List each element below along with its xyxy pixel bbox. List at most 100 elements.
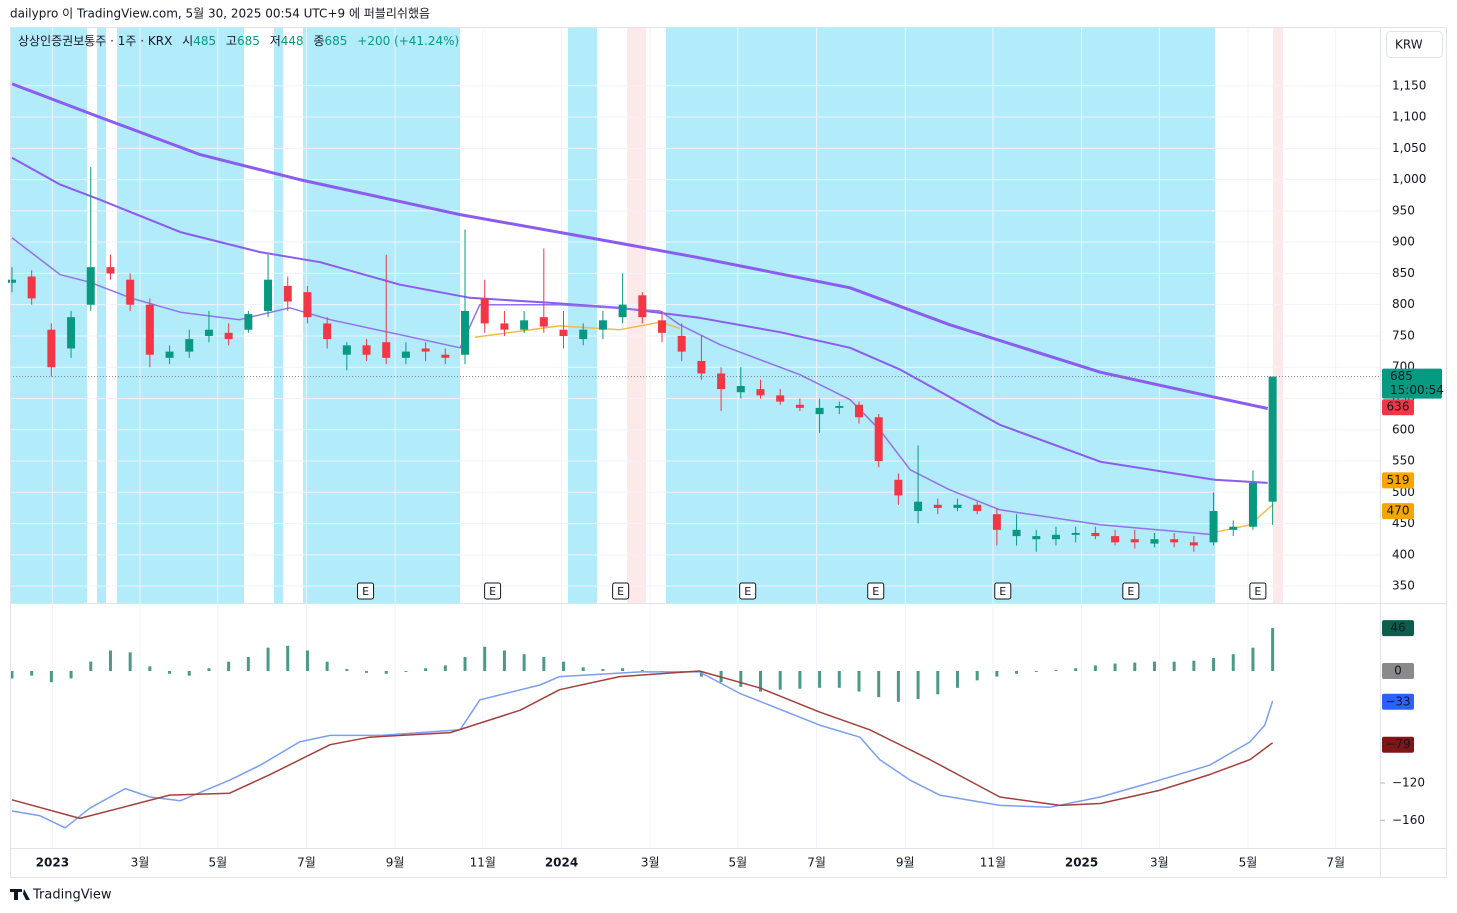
event-label: E (617, 585, 624, 598)
candle-body (815, 407, 824, 415)
histogram-bar (1015, 670, 1019, 674)
histogram-bar (69, 670, 73, 679)
candle-body (323, 323, 332, 340)
x-tick-label: 2025 (1065, 856, 1098, 870)
histogram-bar (168, 670, 172, 674)
event-marker (357, 582, 375, 600)
candle-body (973, 504, 982, 512)
candle-body (933, 504, 942, 508)
x-tick-label: 5월 (208, 856, 227, 870)
candle-body (894, 479, 903, 496)
candle-body (126, 279, 135, 305)
histogram-bar (325, 661, 329, 671)
histogram-bar (108, 650, 112, 671)
candle-body (342, 345, 351, 355)
y-tick-label: −120 (1392, 775, 1425, 789)
event-marker (1249, 582, 1267, 600)
shade (1273, 27, 1283, 603)
histogram-bar (601, 669, 605, 671)
histogram-bar (778, 670, 782, 690)
candle-body (776, 395, 785, 402)
histogram-bar (857, 670, 861, 692)
histogram-bar (286, 645, 290, 671)
x-tick-label: 2023 (36, 856, 69, 870)
histogram-bar (955, 670, 959, 688)
x-tick-label: 9월 (386, 856, 405, 870)
candle-body (480, 298, 489, 324)
shade (666, 27, 1215, 603)
candle-body (1032, 536, 1041, 540)
candle-body (303, 292, 312, 318)
y-tick-label: 950 (1392, 203, 1415, 217)
brand: TradingView (32, 888, 112, 903)
line (11, 670, 1274, 820)
event-label: E (489, 585, 496, 598)
histogram-bar (1034, 670, 1038, 672)
currency-button[interactable] (1386, 31, 1443, 58)
candle-body (854, 404, 863, 418)
histogram-bar (1152, 661, 1156, 671)
price-label: 470 (1387, 504, 1410, 518)
price-label-box (1382, 620, 1414, 637)
event-label: E (362, 585, 369, 598)
histogram-bar (640, 670, 644, 671)
candle-body (539, 317, 548, 327)
candle-body (27, 276, 36, 299)
histogram-bar (227, 661, 231, 671)
candle-body (106, 267, 115, 274)
candle-body (461, 310, 470, 355)
candle-body (165, 351, 174, 358)
close-label: 종 (313, 34, 324, 48)
candle-body (677, 335, 686, 352)
shade (97, 27, 106, 603)
histogram-bar (1212, 657, 1216, 671)
histogram-bar (542, 656, 546, 671)
candle-body (264, 279, 273, 311)
close: 685 (325, 34, 348, 48)
event-marker (1122, 582, 1140, 600)
event-label: E (1254, 585, 1261, 598)
frame (10, 27, 1447, 878)
y-tick-label: 350 (1392, 579, 1415, 593)
candle-body (382, 342, 391, 358)
histogram-bar (1133, 662, 1137, 671)
candle-body (86, 267, 95, 305)
histogram-bar (1251, 647, 1255, 671)
candle-body (1209, 511, 1218, 543)
candle-body (1111, 536, 1120, 543)
candle-body (1150, 539, 1159, 544)
candle-body (717, 373, 726, 390)
candle-body (1091, 532, 1100, 537)
candle-body (1268, 376, 1277, 502)
histogram-bar (1271, 628, 1275, 671)
price-label: −79 (1385, 737, 1410, 751)
x-tick-label: 11월 (980, 856, 1006, 870)
histogram-bar (305, 650, 309, 671)
x-tick-label: 7월 (1326, 856, 1345, 870)
low: 448 (281, 34, 304, 48)
candle-body (697, 360, 706, 374)
candle-body (618, 304, 627, 318)
candle-body (7, 279, 16, 283)
currency[interactable]: KRW (1395, 38, 1423, 52)
candle-body (736, 385, 745, 393)
x-tick-label: 3월 (131, 856, 150, 870)
x-tick-label: 11월 (470, 856, 496, 870)
histogram-bar (1113, 663, 1117, 671)
price-label-box (1382, 399, 1414, 416)
histogram-bar (30, 670, 34, 676)
high: 685 (237, 34, 260, 48)
event-label: E (744, 585, 751, 598)
publish-note: dailypro 이 TradingView.com, 5월 30, 2025 … (10, 7, 430, 21)
candle-body (874, 417, 883, 462)
low-label: 저 (270, 34, 281, 48)
candle-body (1012, 529, 1021, 537)
histogram-bar (483, 646, 487, 671)
x-tick-label: 3월 (1150, 856, 1169, 870)
histogram-bar (1231, 654, 1235, 671)
price-label: 685 (1390, 369, 1413, 383)
candle-body (204, 329, 213, 336)
candle-body (953, 504, 962, 508)
histogram-bar (1093, 665, 1097, 671)
histogram-bar (345, 669, 349, 671)
